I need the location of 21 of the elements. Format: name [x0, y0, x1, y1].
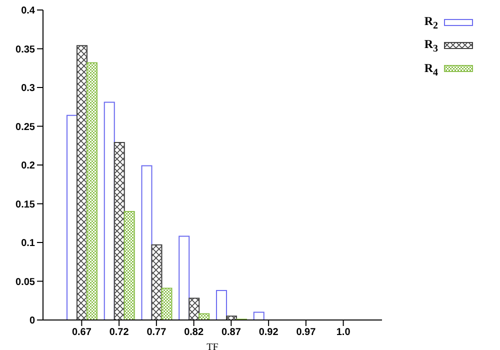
y-tick-label: 0.2 — [21, 160, 36, 172]
x-axis-title: TF — [206, 342, 219, 350]
x-tick-label: 1.0 — [336, 327, 351, 338]
x-tick-label: 0.97 — [296, 327, 316, 338]
x-tick-label: 0.77 — [146, 327, 167, 338]
legend-label: R$_{2}$ — [424, 14, 438, 32]
x-tick-label: 0.92 — [258, 327, 279, 338]
x-tick-label: 0.72 — [109, 327, 130, 338]
y-tick-label: 0.35 — [16, 44, 36, 56]
y-tick-label: 0 — [29, 316, 36, 327]
x-tick-label: 0.67 — [72, 327, 92, 338]
legend-label: R$_{3}$ — [424, 37, 438, 55]
legend-label: R$_{4}$ — [424, 60, 438, 78]
y-tick-label: 0.15 — [16, 199, 36, 210]
y-tick-label: 0.1 — [21, 238, 36, 250]
y-tick-label: 0.25 — [16, 122, 36, 133]
x-tick-label: 0.87 — [221, 327, 242, 338]
y-tick-label: 0.4 — [21, 6, 36, 17]
y-tick-label: 0.3 — [21, 83, 36, 94]
y-tick-label: 0.05 — [16, 276, 36, 288]
x-tick-label: 0.82 — [184, 327, 204, 338]
